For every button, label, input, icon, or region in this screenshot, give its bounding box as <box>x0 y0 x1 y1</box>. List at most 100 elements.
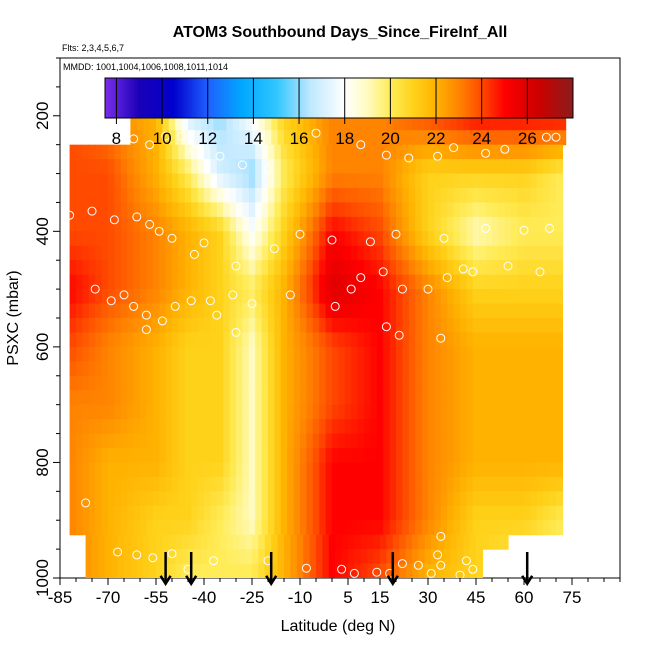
colorbar-ticks: 8 10 12 14 16 18 20 22 24 26 <box>112 78 537 148</box>
heatmap-cell <box>338 332 346 348</box>
heatmap-cell <box>376 245 384 261</box>
heatmap-cell <box>76 216 83 232</box>
heatmap-cell <box>255 216 263 232</box>
heatmap-cell <box>184 404 192 420</box>
heatmap-cell <box>101 245 109 261</box>
heatmap-cell <box>268 462 275 478</box>
heatmap-cell <box>383 318 391 334</box>
heatmap-cell <box>453 491 461 507</box>
heatmap-cell <box>552 115 560 131</box>
heatmap-cell <box>95 260 103 276</box>
heatmap-cell <box>280 144 288 160</box>
heatmap-cell <box>114 202 122 218</box>
heatmap-cell <box>101 491 109 507</box>
heatmap-cell <box>293 448 301 464</box>
heatmap-cell <box>284 130 291 146</box>
heatmap-cell <box>248 318 256 334</box>
heatmap-cell <box>210 332 218 348</box>
heatmap-cell <box>197 274 205 290</box>
heatmap-cell <box>178 260 186 276</box>
heatmap-cell <box>472 520 480 536</box>
heatmap-cell <box>453 346 461 362</box>
heatmap-cell <box>184 346 192 362</box>
heatmap-cell <box>479 260 487 276</box>
heatmap-cell <box>332 404 339 420</box>
heatmap-cell <box>370 303 378 319</box>
heatmap-cell <box>536 216 544 232</box>
heatmap-cell <box>364 404 371 420</box>
heatmap-cell <box>402 144 410 160</box>
heatmap-cell <box>248 375 256 391</box>
heatmap-cell <box>280 318 288 334</box>
heatmap-cell <box>530 433 538 449</box>
heatmap-cell <box>472 505 480 521</box>
heatmap-cell <box>434 491 442 507</box>
heatmap-cell <box>287 274 295 290</box>
heatmap-cell <box>69 274 77 290</box>
heatmap-cell <box>485 260 493 276</box>
heatmap-cell <box>504 318 512 334</box>
heatmap-cell <box>261 188 269 204</box>
sample-point <box>263 164 273 174</box>
heatmap-cell <box>111 563 119 578</box>
heatmap-cell <box>351 231 359 247</box>
heatmap-cell <box>332 260 339 276</box>
heatmap-cell <box>498 332 506 348</box>
heatmap-cell <box>95 144 103 160</box>
heatmap-cell <box>466 274 474 290</box>
heatmap-cell <box>504 303 512 319</box>
heatmap-cell <box>335 563 343 578</box>
heatmap-cell <box>140 361 147 377</box>
heatmap-cell <box>95 159 103 175</box>
sample-point <box>455 570 465 578</box>
heatmap-cell <box>415 245 423 261</box>
y-tick-label: 600 <box>33 333 52 361</box>
heatmap-cell <box>450 563 458 578</box>
heatmap-cell <box>440 202 448 218</box>
heatmap-cell <box>197 375 205 391</box>
heatmap-cell <box>127 520 135 536</box>
heatmap-cell <box>290 549 298 565</box>
heatmap-cell <box>434 419 442 435</box>
heatmap-cell <box>389 404 397 420</box>
heatmap-cell <box>360 534 368 550</box>
heatmap-cell <box>300 202 307 218</box>
heatmap-cell <box>460 476 467 492</box>
heatmap-cell <box>82 274 90 290</box>
heatmap-cell <box>479 202 487 218</box>
heatmap-cell <box>117 563 125 578</box>
heatmap-cell <box>376 520 384 536</box>
heatmap-cell <box>428 491 435 507</box>
heatmap-cell <box>140 448 147 464</box>
heatmap-cell <box>421 491 429 507</box>
heatmap-cell <box>277 130 285 146</box>
heatmap-cell <box>367 130 375 146</box>
heatmap-cell <box>120 144 128 160</box>
heatmap-cell <box>316 130 323 146</box>
heatmap-cell <box>421 448 429 464</box>
heatmap-cell <box>252 563 259 578</box>
heatmap-cell <box>88 216 96 232</box>
heatmap-cell <box>255 202 263 218</box>
heatmap-cell <box>159 505 167 521</box>
heatmap-cell <box>88 332 96 348</box>
heatmap-cell <box>312 520 320 536</box>
heatmap-cell <box>191 202 199 218</box>
heatmap-cell <box>424 549 432 565</box>
heatmap-cell <box>415 318 423 334</box>
heatmap-cell <box>389 462 397 478</box>
heatmap-cell <box>492 159 499 175</box>
heatmap-cell <box>492 303 499 319</box>
heatmap-cell <box>111 534 119 550</box>
heatmap-cell <box>76 260 83 276</box>
heatmap-cell <box>479 433 487 449</box>
heatmap-cell <box>280 245 288 261</box>
heatmap-cell <box>284 115 291 131</box>
heatmap-cell <box>229 303 237 319</box>
heatmap-cell <box>472 173 480 189</box>
heatmap-cell <box>357 520 365 536</box>
heatmap-cell <box>460 245 467 261</box>
heatmap-cell <box>402 216 410 232</box>
heatmap-cell <box>172 433 179 449</box>
colorbar-tick-label: 18 <box>335 129 354 148</box>
